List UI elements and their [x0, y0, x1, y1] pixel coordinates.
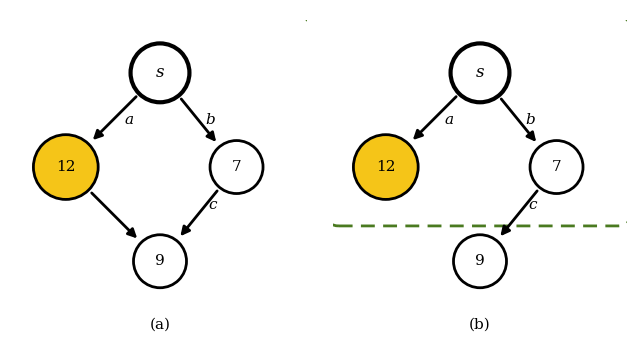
Text: 7: 7: [552, 160, 561, 174]
Circle shape: [33, 135, 98, 199]
Circle shape: [454, 235, 506, 288]
Circle shape: [210, 141, 263, 193]
Circle shape: [131, 44, 189, 102]
Text: 12: 12: [376, 160, 396, 174]
Circle shape: [353, 135, 418, 199]
Text: b: b: [525, 113, 535, 127]
Text: 9: 9: [155, 254, 165, 268]
Circle shape: [134, 235, 186, 288]
Text: c: c: [529, 198, 537, 212]
Text: b: b: [205, 113, 215, 127]
Text: 12: 12: [56, 160, 76, 174]
Text: a: a: [125, 113, 134, 127]
Text: a: a: [445, 113, 454, 127]
Circle shape: [530, 141, 583, 193]
Text: c: c: [209, 198, 217, 212]
Text: s: s: [476, 64, 484, 81]
Text: (b): (b): [469, 317, 491, 331]
Text: (a): (a): [150, 317, 170, 331]
Text: s: s: [156, 64, 164, 81]
Text: 7: 7: [232, 160, 241, 174]
Circle shape: [451, 44, 509, 102]
Text: 9: 9: [475, 254, 485, 268]
